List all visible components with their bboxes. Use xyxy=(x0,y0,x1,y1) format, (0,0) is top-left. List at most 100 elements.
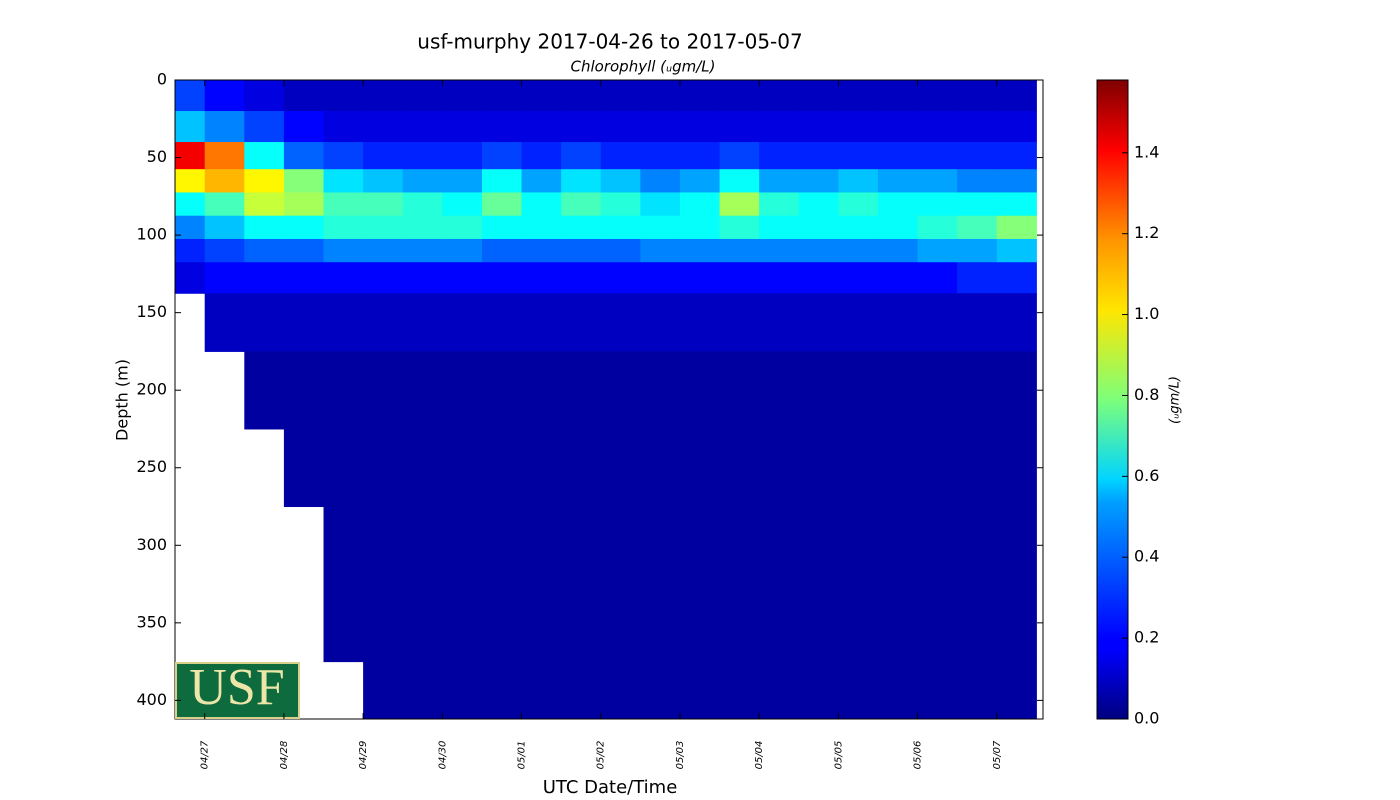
heatmap-cell xyxy=(877,238,919,263)
heatmap-cell xyxy=(759,192,800,217)
colorbar-tick-label: 0.4 xyxy=(1134,547,1159,566)
heatmap-cell xyxy=(838,293,879,352)
x-tick-label: 04/30 xyxy=(437,741,448,770)
heatmap-cell xyxy=(679,80,721,112)
heatmap-cell xyxy=(402,584,443,663)
heatmap-cell xyxy=(957,192,998,217)
heatmap-cell xyxy=(640,215,681,240)
heatmap-cell xyxy=(917,169,958,193)
colorbar-tick-label: 1.2 xyxy=(1134,223,1159,242)
heatmap-cell xyxy=(917,428,958,508)
heatmap-cell xyxy=(323,262,364,294)
heatmap-cell xyxy=(917,262,958,294)
heatmap-cell xyxy=(363,215,404,240)
heatmap-cell xyxy=(561,238,602,263)
heatmap-cell xyxy=(640,169,681,193)
heatmap-cell xyxy=(838,192,879,217)
heatmap-cell xyxy=(204,238,245,263)
heatmap-cell xyxy=(442,584,483,663)
colorbar-tick-label: 1.4 xyxy=(1134,142,1159,161)
heatmap-cell xyxy=(798,428,839,508)
heatmap-cell xyxy=(175,238,206,263)
heatmap-cell xyxy=(798,215,839,240)
heatmap-cell xyxy=(283,80,325,112)
heatmap-cell xyxy=(719,584,760,663)
heatmap-cell xyxy=(481,192,523,217)
heatmap-cell xyxy=(521,262,562,294)
heatmap-cell xyxy=(996,215,1037,240)
heatmap-cell xyxy=(323,215,364,240)
x-tick-label: 05/01 xyxy=(517,741,528,770)
heatmap-cell xyxy=(838,661,879,719)
heatmap-cell xyxy=(877,584,919,663)
colorbar-tick-label: 0.8 xyxy=(1134,385,1159,404)
heatmap-cell xyxy=(244,351,285,430)
heatmap-cell xyxy=(917,584,958,663)
heatmap-cell xyxy=(996,506,1037,585)
heatmap-cell xyxy=(798,584,839,663)
heatmap-cell xyxy=(957,111,998,143)
heatmap-cell xyxy=(323,142,364,170)
heatmap-cell xyxy=(600,293,641,352)
heatmap-cell xyxy=(759,238,800,263)
heatmap-cell xyxy=(561,142,602,170)
heatmap-cell xyxy=(798,192,839,217)
colorbar-tick-label: 0.0 xyxy=(1134,709,1159,728)
heatmap-cell xyxy=(363,262,404,294)
heatmap-cell xyxy=(640,142,681,170)
y-tick-label: 350 xyxy=(136,612,167,631)
x-tick-label: 04/28 xyxy=(279,741,290,770)
heatmap-cell xyxy=(323,351,364,430)
heatmap-cell xyxy=(561,215,602,240)
heatmap-cell xyxy=(996,80,1037,112)
heatmap-cell xyxy=(244,293,285,352)
heatmap-cell xyxy=(600,169,641,193)
heatmap-cell xyxy=(917,661,958,719)
heatmap-cell xyxy=(719,262,760,294)
heatmap-cell xyxy=(402,661,443,719)
heatmap-cell xyxy=(957,351,998,430)
heatmap-cell xyxy=(996,169,1037,193)
heatmap-cell xyxy=(323,293,364,352)
heatmap-cell xyxy=(996,293,1037,352)
heatmap-cell xyxy=(600,238,641,263)
heatmap-cell xyxy=(877,506,919,585)
heatmap-cell xyxy=(402,262,443,294)
x-tick-label: 05/03 xyxy=(675,741,686,770)
heatmap-cell xyxy=(838,238,879,263)
heatmap-cell xyxy=(561,80,602,112)
heatmap-cell xyxy=(521,506,562,585)
heatmap-cell xyxy=(640,506,681,585)
heatmap-cell xyxy=(561,169,602,193)
heatmap-cell xyxy=(838,215,879,240)
heatmap-cell xyxy=(363,111,404,143)
plot-frame xyxy=(174,79,1044,720)
heatmap-cell xyxy=(283,111,325,143)
heatmap-cell xyxy=(600,428,641,508)
heatmap-cell xyxy=(521,293,562,352)
heatmap-cell xyxy=(759,351,800,430)
heatmap-cell xyxy=(600,111,641,143)
heatmap-cell xyxy=(175,192,206,217)
heatmap-cell xyxy=(957,169,998,193)
heatmap-cell xyxy=(877,661,919,719)
heatmap-cell xyxy=(481,142,523,170)
heatmap-cell xyxy=(679,293,721,352)
heatmap-cell xyxy=(323,506,364,585)
heatmap-cell xyxy=(640,80,681,112)
heatmap-cell xyxy=(481,238,523,263)
heatmap-cell xyxy=(877,262,919,294)
heatmap-cell xyxy=(759,293,800,352)
heatmap-cell xyxy=(175,80,206,112)
heatmap-cell xyxy=(561,351,602,430)
heatmap-cell xyxy=(561,192,602,217)
heatmap-cell xyxy=(442,192,483,217)
heatmap-cell xyxy=(798,80,839,112)
heatmap-cell xyxy=(838,506,879,585)
heatmap-cell xyxy=(283,169,325,193)
heatmap-cell xyxy=(917,238,958,263)
heatmap-cell xyxy=(481,506,523,585)
heatmap-cell xyxy=(917,293,958,352)
heatmap-cell xyxy=(402,428,443,508)
heatmap-cell xyxy=(442,428,483,508)
